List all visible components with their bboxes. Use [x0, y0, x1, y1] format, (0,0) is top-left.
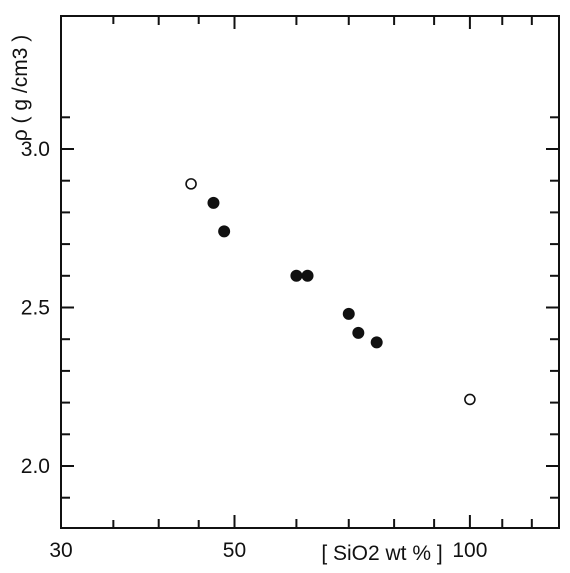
x-tick-label: 100	[452, 539, 487, 562]
y-tick-label: 2.5	[21, 297, 50, 320]
x-tick-label: 50	[223, 539, 246, 562]
data-point-filled	[207, 196, 220, 209]
x-axis-title: [ SiO2 wt % ]	[321, 542, 442, 565]
x-tick-label: 30	[49, 539, 72, 562]
data-point-open	[464, 393, 476, 406]
data-point-open	[185, 178, 197, 190]
data-point-filled	[301, 269, 314, 282]
y-axis-title: ρ ( g /cm3 )	[9, 35, 32, 141]
data-point-filled	[352, 326, 365, 339]
data-points	[185, 178, 476, 406]
data-point-filled	[342, 307, 355, 320]
axis-tick-labels: 30 50 100 2.0 2.5 3.0	[21, 138, 488, 562]
data-point-filled	[218, 225, 231, 238]
y-tick-label: 3.0	[21, 138, 50, 161]
axis-ticks	[60, 16, 559, 528]
data-point-filled	[370, 336, 383, 349]
data-point-filled	[290, 269, 303, 282]
y-tick-label: 2.0	[21, 455, 50, 478]
plot-frame	[60, 15, 560, 529]
